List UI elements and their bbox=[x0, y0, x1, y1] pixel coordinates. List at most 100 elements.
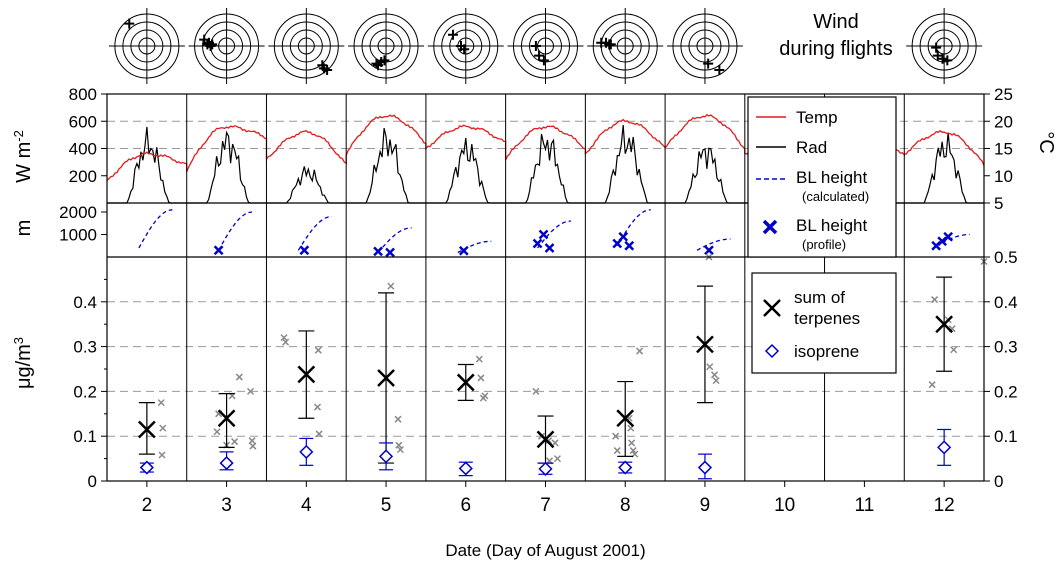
terpenes-point bbox=[297, 365, 316, 384]
sample-point bbox=[928, 381, 936, 389]
sample-point bbox=[706, 363, 714, 371]
sample-point bbox=[280, 334, 288, 342]
sample-point bbox=[712, 377, 720, 385]
x-tick-label: 9 bbox=[700, 495, 711, 516]
sample-point bbox=[551, 439, 559, 447]
wind-mark bbox=[703, 58, 714, 69]
sample-point bbox=[931, 296, 939, 304]
sample-point bbox=[248, 437, 256, 445]
isoprene-point bbox=[299, 444, 314, 459]
y-tick-label-right: 20 bbox=[994, 112, 1013, 131]
y-tick-label-bottom: 0.1 bbox=[73, 427, 97, 446]
legend-iso-label: isoprene bbox=[794, 342, 859, 361]
terpenes-point bbox=[935, 315, 954, 334]
x-tick-label: 12 bbox=[934, 495, 955, 516]
sample-point bbox=[950, 346, 958, 354]
bl-profile-point bbox=[624, 240, 635, 251]
sample-point bbox=[315, 430, 323, 438]
y-tick-label-mid: 2000 bbox=[59, 203, 97, 222]
sample-point bbox=[636, 347, 644, 355]
bl-calculated-line bbox=[138, 209, 173, 249]
sample-point bbox=[396, 446, 404, 454]
bl-calculated-line bbox=[696, 238, 731, 251]
legend-rad-label: Rad bbox=[796, 138, 827, 157]
y-tick-label-bottom: 0.3 bbox=[73, 338, 97, 357]
sample-point bbox=[158, 451, 166, 459]
y-axis-label-right: °C bbox=[1035, 131, 1057, 153]
terpenes-point bbox=[536, 430, 555, 449]
isoprene-point bbox=[937, 440, 952, 455]
y-tick-label-bottom: 0 bbox=[88, 472, 97, 491]
bl-calculated-line bbox=[377, 227, 412, 253]
sample-point bbox=[532, 387, 540, 395]
x-tick-label: 2 bbox=[142, 495, 153, 516]
isoprene-point bbox=[139, 460, 154, 475]
x-tick-label: 11 bbox=[855, 495, 875, 516]
wind-mark bbox=[124, 18, 135, 29]
sample-point bbox=[553, 455, 561, 463]
wind-mark bbox=[937, 53, 948, 64]
wind-rose bbox=[348, 8, 425, 84]
sample-point bbox=[477, 374, 485, 382]
terpenes-point bbox=[616, 409, 635, 428]
wind-rose bbox=[427, 8, 504, 84]
legend-temp-label: Temp bbox=[796, 108, 838, 127]
wind-rose bbox=[268, 8, 345, 84]
sample-point bbox=[394, 415, 402, 423]
wind-mark bbox=[371, 58, 382, 69]
sample-point bbox=[628, 439, 636, 447]
isoprene-point bbox=[697, 460, 713, 475]
y-tick-label-bottom-right: 0 bbox=[994, 472, 1003, 491]
sample-point bbox=[313, 403, 322, 411]
x-axis-label: Date (Day of August 2001) bbox=[445, 541, 645, 560]
y-tick-label-right: 25 bbox=[994, 85, 1013, 104]
x-tick-label: 3 bbox=[221, 495, 232, 516]
isoprene-point bbox=[458, 461, 473, 476]
bl-calculated-line bbox=[616, 209, 651, 247]
wind-mark bbox=[318, 63, 329, 74]
y-tick-label-bottom-right: 0.4 bbox=[994, 293, 1018, 312]
x-tick-label: 8 bbox=[620, 495, 631, 516]
legend-terp-swatch bbox=[763, 299, 781, 317]
sample-point bbox=[213, 428, 221, 436]
sample-point bbox=[629, 447, 637, 455]
sample-point bbox=[282, 338, 290, 346]
y-tick-label-left: 200 bbox=[69, 167, 97, 186]
bl-calculated-line bbox=[297, 215, 332, 251]
y-tick-label-right: 5 bbox=[994, 194, 1003, 213]
wind-mark bbox=[447, 29, 458, 40]
y-axis-label-bottom-sup: 3 bbox=[11, 337, 26, 344]
y-tick-label-left: 800 bbox=[69, 85, 97, 104]
wind-title-1: Wind bbox=[813, 11, 859, 33]
isoprene-point bbox=[618, 460, 633, 475]
wind-mark bbox=[530, 41, 541, 51]
legend-terp-label-1: sum of bbox=[794, 288, 845, 307]
y-tick-label-mid: 1000 bbox=[59, 226, 97, 245]
x-tick-label: 5 bbox=[381, 495, 392, 516]
y-tick-label-bottom: 0.4 bbox=[73, 293, 97, 312]
wind-mark bbox=[459, 44, 470, 55]
y-tick-label-bottom-right: 0.2 bbox=[994, 382, 1018, 401]
sample-point bbox=[475, 355, 483, 363]
wind-mark bbox=[534, 50, 545, 61]
sample-point bbox=[231, 438, 239, 446]
bl-calculated-line bbox=[935, 233, 970, 247]
x-tick-label: 4 bbox=[301, 495, 312, 516]
wind-mark bbox=[942, 55, 953, 66]
y-tick-label-left: 600 bbox=[69, 112, 97, 131]
sample-point bbox=[157, 399, 165, 407]
wind-rose bbox=[587, 8, 664, 84]
bl-profile-point bbox=[544, 243, 555, 253]
legend-iso-swatch bbox=[764, 343, 780, 359]
bl-profile-point bbox=[704, 245, 714, 256]
legend-bl-calc-label: BL height bbox=[796, 168, 867, 187]
bl-calculated-line bbox=[218, 211, 253, 251]
legend-bottom bbox=[751, 272, 897, 374]
sample-point bbox=[235, 373, 243, 381]
sample-point bbox=[612, 432, 620, 440]
sample-point bbox=[395, 441, 403, 449]
sample-point bbox=[159, 424, 167, 432]
isoprene-point bbox=[219, 456, 234, 471]
legend-bl-prof-sub: (profile) bbox=[802, 237, 846, 252]
wind-mark bbox=[379, 55, 390, 66]
